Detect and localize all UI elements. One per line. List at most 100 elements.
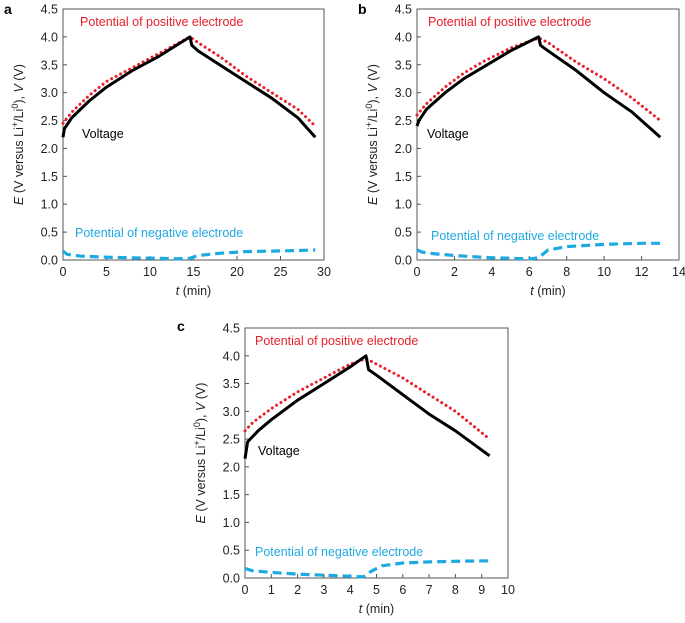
plot-frame <box>416 8 680 261</box>
chart-panel-c: c 0.0 0.5 1.0 1.5 2.0 2.5 3.0 3.5 4.0 4.5 0 1 2 3 4 5 6 7 8… <box>177 318 515 616</box>
y-axis-label-part: /Li <box>194 427 208 440</box>
x-tick-label: 2 <box>451 265 458 279</box>
x-tick-label: 20 <box>230 265 244 279</box>
y-axis-label-part: E <box>194 514 208 523</box>
x-tick-label: 5 <box>373 583 380 597</box>
series-voltage-line <box>243 354 491 459</box>
y-axis-label-part: 0 <box>364 104 374 109</box>
y-axis-label: E (V versus Li+/Li0), V (V) <box>192 383 208 524</box>
y-tick-label: 0.0 <box>223 572 240 586</box>
y-tick-label: 1.5 <box>223 488 240 502</box>
y-axis-label-part: (V versus Li <box>12 127 26 196</box>
y-tick-label: 2.0 <box>223 460 240 474</box>
x-axis-variable: t <box>359 602 363 616</box>
y-tick-label: 4.0 <box>41 30 58 44</box>
x-tick-label: 8 <box>452 583 459 597</box>
y-tick-label: 0.5 <box>223 544 240 558</box>
y-tick-label: 2.5 <box>395 114 412 128</box>
annotation-positive: Potential of positive electrode <box>80 15 243 29</box>
y-axis-label-part: (V) <box>366 64 380 84</box>
x-tick-label: 10 <box>501 583 515 597</box>
annotation-positive: Potential of positive electrode <box>255 334 418 348</box>
y-axis-label-part: + <box>364 122 374 127</box>
x-axis-label: t (min) <box>359 602 394 616</box>
y-axis-label: E (V versus Li+/Li0), V (V) <box>10 64 26 205</box>
x-tick-label: 5 <box>103 265 110 279</box>
x-tick-label: 8 <box>563 265 570 279</box>
series-negative-line <box>416 241 661 261</box>
y-axis-label-part: 0 <box>192 422 202 427</box>
x-tick-label: 10 <box>597 265 611 279</box>
panel-letter: b <box>358 1 367 17</box>
y-tick-label: 0.0 <box>395 254 412 268</box>
y-tick-label: 3.0 <box>41 86 58 100</box>
x-tick-label: 4 <box>347 583 354 597</box>
x-tick-label: 4 <box>488 265 495 279</box>
y-tick-label: 3.5 <box>41 58 58 72</box>
annotation-voltage: Voltage <box>258 444 300 458</box>
panel-letter: c <box>177 318 185 334</box>
series-positive-line <box>415 36 662 123</box>
x-axis-unit: (min) <box>179 284 211 298</box>
x-axis-unit: (min) <box>534 284 566 298</box>
y-tick-label: 4.5 <box>395 3 412 17</box>
annotation-negative: Potential of negative electrode <box>75 226 243 240</box>
chart-panel-b: b 0.0 0.5 1.0 1.5 2.0 2.5 3.0 3.5 4.0 4.5 0 2 4 6 8 10 12… <box>358 1 685 298</box>
y-axis-label-part: ), <box>12 93 26 104</box>
x-axis-variable: t <box>530 284 534 298</box>
series-positive-line <box>243 357 492 441</box>
y-axis-label-part: E <box>366 196 380 205</box>
y-axis-label-part: ), <box>194 411 208 422</box>
x-tick-label: 0 <box>242 583 249 597</box>
series-negative-line <box>244 559 490 579</box>
x-tick-label: 25 <box>274 265 288 279</box>
y-tick-label: 3.5 <box>395 58 412 72</box>
y-axis-label-part: E <box>12 196 26 205</box>
y-axis-label-part: (V) <box>194 383 208 403</box>
x-tick-label: 14 <box>672 265 685 279</box>
series-voltage-line <box>415 35 662 139</box>
y-tick-label: 4.5 <box>223 322 240 336</box>
y-tick-label: 0.0 <box>41 254 58 268</box>
series-positive-line <box>61 35 317 128</box>
y-tick-label: 1.0 <box>395 198 412 212</box>
x-tick-label: 6 <box>526 265 533 279</box>
x-tick-label: 0 <box>60 265 67 279</box>
y-axis-label-part: /Li <box>366 109 380 122</box>
x-tick-label: 15 <box>187 265 201 279</box>
y-tick-label: 4.0 <box>395 30 412 44</box>
x-tick-label: 2 <box>294 583 301 597</box>
annotation-voltage: Voltage <box>82 127 124 141</box>
y-tick-label: 1.0 <box>223 516 240 530</box>
x-axis-variable: t <box>176 284 180 298</box>
annotation-voltage: Voltage <box>427 127 469 141</box>
x-tick-label: 6 <box>399 583 406 597</box>
series-voltage-line <box>61 35 317 139</box>
y-tick-label: 2.5 <box>223 433 240 447</box>
y-tick-label: 3.0 <box>395 86 412 100</box>
x-tick-label: 9 <box>478 583 485 597</box>
x-tick-label: 10 <box>143 265 157 279</box>
x-tick-label: 7 <box>426 583 433 597</box>
y-axis-label-part: V <box>12 83 26 93</box>
y-tick-label: 3.0 <box>223 405 240 419</box>
x-axis-label: t (min) <box>176 284 211 298</box>
panel-letter: a <box>4 1 12 17</box>
y-tick-label: 1.5 <box>395 170 412 184</box>
y-axis-label: E (V versus Li+/Li0), V (V) <box>364 64 380 205</box>
x-tick-label: 12 <box>635 265 649 279</box>
x-axis-label: t (min) <box>530 284 565 298</box>
y-tick-label: 1.5 <box>41 170 58 184</box>
x-tick-label: 30 <box>317 265 331 279</box>
y-tick-label: 1.0 <box>41 198 58 212</box>
y-axis-label-part: V <box>194 401 208 411</box>
x-tick-label: 3 <box>320 583 327 597</box>
y-tick-label: 2.0 <box>395 142 412 156</box>
y-axis-label-part: (V) <box>12 64 26 84</box>
x-tick-label: 0 <box>414 265 421 279</box>
chart-panel-a: a 0.0 0.5 1.0 1.5 2.0 2.5 3.0 3.5 4.0 4.5 0 5 10 15 20 2… <box>4 1 331 298</box>
y-axis-label-part: ), <box>366 93 380 104</box>
y-tick-label: 4.0 <box>223 349 240 363</box>
annotation-negative: Potential of negative electrode <box>431 229 599 243</box>
